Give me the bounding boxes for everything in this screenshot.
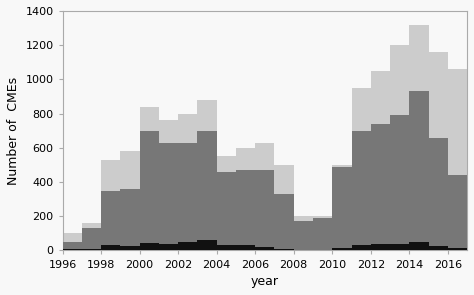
Bar [178, 143, 198, 250]
Bar [390, 244, 409, 250]
Bar [63, 233, 82, 250]
Bar [101, 160, 120, 250]
Bar [428, 137, 448, 250]
Bar [255, 247, 274, 250]
Bar [274, 249, 294, 250]
Bar [140, 107, 159, 250]
Bar [371, 245, 390, 250]
Bar [294, 216, 313, 250]
Bar [82, 228, 101, 250]
Bar [120, 151, 140, 250]
Bar [140, 243, 159, 250]
Bar [313, 218, 332, 250]
Bar [63, 249, 82, 250]
Bar [236, 148, 255, 250]
Bar [255, 170, 274, 250]
Bar [120, 246, 140, 250]
Bar [313, 216, 332, 250]
Bar [198, 131, 217, 250]
Bar [101, 191, 120, 250]
Bar [217, 156, 236, 250]
Bar [428, 52, 448, 250]
Bar [448, 248, 467, 250]
Bar [255, 143, 274, 250]
Bar [178, 114, 198, 250]
Bar [371, 124, 390, 250]
Bar [236, 245, 255, 250]
Bar [140, 131, 159, 250]
Bar [448, 69, 467, 250]
Bar [332, 167, 352, 250]
Bar [236, 170, 255, 250]
Bar [390, 115, 409, 250]
X-axis label: year: year [251, 275, 279, 288]
Bar [159, 244, 178, 250]
Bar [448, 175, 467, 250]
Bar [428, 246, 448, 250]
Bar [198, 100, 217, 250]
Bar [371, 71, 390, 250]
Bar [352, 131, 371, 250]
Bar [217, 245, 236, 250]
Bar [82, 223, 101, 250]
Bar [352, 245, 371, 250]
Bar [198, 240, 217, 250]
Bar [120, 189, 140, 250]
Bar [178, 242, 198, 250]
Bar [409, 91, 428, 250]
Bar [390, 45, 409, 250]
Bar [352, 88, 371, 250]
Bar [274, 165, 294, 250]
Bar [409, 24, 428, 250]
Bar [217, 172, 236, 250]
Bar [274, 194, 294, 250]
Bar [159, 143, 178, 250]
Bar [63, 242, 82, 250]
Bar [409, 242, 428, 250]
Bar [159, 120, 178, 250]
Y-axis label: Number of  CMEs: Number of CMEs [7, 77, 20, 185]
Bar [332, 165, 352, 250]
Bar [101, 245, 120, 250]
Bar [82, 249, 101, 250]
Bar [294, 221, 313, 250]
Bar [332, 248, 352, 250]
